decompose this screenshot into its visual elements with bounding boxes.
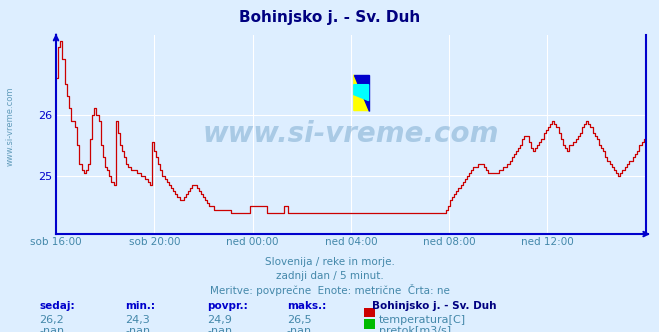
Text: min.:: min.: bbox=[125, 301, 156, 311]
Text: temperatura[C]: temperatura[C] bbox=[379, 315, 466, 325]
Polygon shape bbox=[354, 75, 368, 111]
Text: zadnji dan / 5 minut.: zadnji dan / 5 minut. bbox=[275, 271, 384, 281]
Text: www.si-vreme.com: www.si-vreme.com bbox=[203, 121, 499, 148]
Polygon shape bbox=[354, 75, 368, 111]
Text: Meritve: povprečne  Enote: metrične  Črta: ne: Meritve: povprečne Enote: metrične Črta:… bbox=[210, 284, 449, 296]
Text: Slovenija / reke in morje.: Slovenija / reke in morje. bbox=[264, 257, 395, 267]
Text: -nan: -nan bbox=[125, 326, 150, 332]
Text: -nan: -nan bbox=[40, 326, 65, 332]
Text: Bohinjsko j. - Sv. Duh: Bohinjsko j. - Sv. Duh bbox=[372, 301, 497, 311]
Text: 26,5: 26,5 bbox=[287, 315, 311, 325]
Text: pretok[m3/s]: pretok[m3/s] bbox=[379, 326, 451, 332]
Text: 24,3: 24,3 bbox=[125, 315, 150, 325]
Text: sedaj:: sedaj: bbox=[40, 301, 75, 311]
Text: povpr.:: povpr.: bbox=[208, 301, 248, 311]
Text: Bohinjsko j. - Sv. Duh: Bohinjsko j. - Sv. Duh bbox=[239, 10, 420, 25]
Text: -nan: -nan bbox=[208, 326, 233, 332]
Text: 24,9: 24,9 bbox=[208, 315, 233, 325]
Text: www.si-vreme.com: www.si-vreme.com bbox=[5, 86, 14, 166]
Text: maks.:: maks.: bbox=[287, 301, 326, 311]
Text: -nan: -nan bbox=[287, 326, 312, 332]
Text: 26,2: 26,2 bbox=[40, 315, 65, 325]
Polygon shape bbox=[354, 85, 368, 101]
